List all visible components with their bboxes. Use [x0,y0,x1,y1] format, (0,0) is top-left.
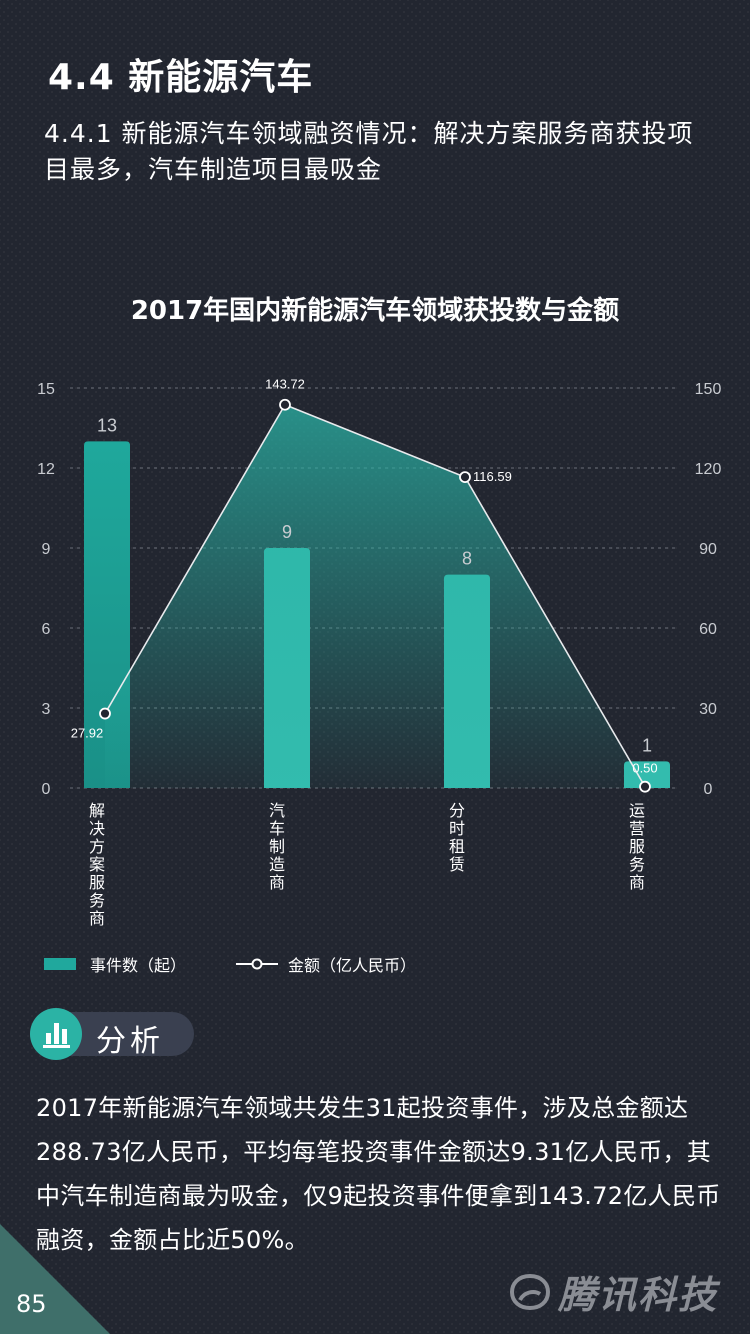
right-tick-label: 120 [695,461,722,478]
amount-point [459,471,471,483]
analysis-text: 2017年新能源汽车领域共发生31起投资事件，涉及总金额达288.73亿人民币，… [36,1094,721,1254]
amount-line [99,398,651,793]
category-char: 决 [89,819,105,838]
right-tick-label: 60 [699,621,717,638]
left-tick-label: 12 [37,461,55,478]
category-char: 商 [269,873,285,892]
category-char: 汽 [269,801,285,820]
category-char: 服 [629,837,645,856]
page-number: 85 [16,1290,47,1318]
amount-value-label: 116.59 [473,469,512,484]
category-char: 解 [89,801,105,820]
amount-value-label: 0.50 [632,761,657,776]
legend-bar-swatch [44,958,76,970]
category-label: 解决方案服务商 [89,801,105,928]
category-char: 运 [629,801,645,820]
legend-item-amount: 金额（亿人民币） [236,952,416,976]
right-tick-label: 30 [699,701,717,718]
amount-area-fill [105,404,645,788]
category-char: 务 [89,891,105,910]
category-label: 汽车制造商 [269,801,285,892]
chart-title: 2017年国内新能源汽车领域获投数与金额 [130,296,620,326]
legend: 事件数（起） 金额（亿人民币） [44,952,466,976]
data-labels: 13 9 8 1 27.92 143.72 116.59 0.50 [71,377,658,776]
right-axis: 0 30 60 90 120 150 [695,381,722,798]
amount-point [279,398,291,411]
bar-chart-icon [30,1008,82,1060]
analysis-label: 分析 [96,1024,164,1059]
category-char: 务 [629,855,645,874]
left-tick-label: 0 [42,781,51,798]
legend-amount-label: 金额（亿人民币） [288,956,417,975]
category-char: 商 [629,873,645,892]
amount-series-line [104,403,646,788]
bar-value-label: 9 [282,522,292,542]
amount-point [99,707,111,720]
category-char: 制 [269,837,285,856]
section-title: 4.4 新能源汽车 [48,57,314,98]
brand: 腾讯科技 [508,1264,718,1319]
right-tick-label: 150 [695,381,722,398]
category-char: 方 [89,837,105,856]
legend-item-count: 事件数（起） [44,952,186,976]
right-tick-label: 90 [699,541,717,558]
left-axis: 0 3 6 9 12 15 [37,381,55,798]
legend-count-label: 事件数（起） [90,956,187,975]
amount-value-label: 27.92 [71,726,104,741]
bar-value-label: 13 [97,415,117,435]
subtitle: 4.4.1 新能源汽车领域融资情况：解决方案服务商获投项目最多，汽车制造项目最吸… [44,119,694,184]
right-tick-label: 0 [704,781,713,798]
category-char: 赁 [449,855,465,874]
left-tick-label: 6 [42,621,51,638]
category-char: 分 [449,801,465,820]
bar-value-label: 8 [462,549,472,569]
brand-name: 腾讯科技 [557,1273,718,1317]
left-tick-label: 9 [42,541,51,558]
category-char: 造 [269,855,285,874]
category-char: 商 [89,909,105,928]
amount-point [639,780,651,793]
category-char: 时 [449,819,465,838]
category-char: 租 [449,837,465,856]
category-char: 服 [89,873,105,892]
amount-value-label: 143.72 [265,377,305,392]
category-char: 营 [629,819,645,838]
category-char: 车 [269,819,285,838]
tencent-logo-icon [509,1273,550,1310]
category-char: 案 [89,855,105,874]
corner-decoration [0,1224,110,1334]
legend-line-marker [236,958,279,970]
left-tick-label: 15 [37,381,55,398]
amount-area [105,404,645,788]
analysis-header: 分析 [30,1008,194,1060]
left-tick-label: 3 [42,701,51,718]
bar-value-label: 1 [642,735,652,755]
